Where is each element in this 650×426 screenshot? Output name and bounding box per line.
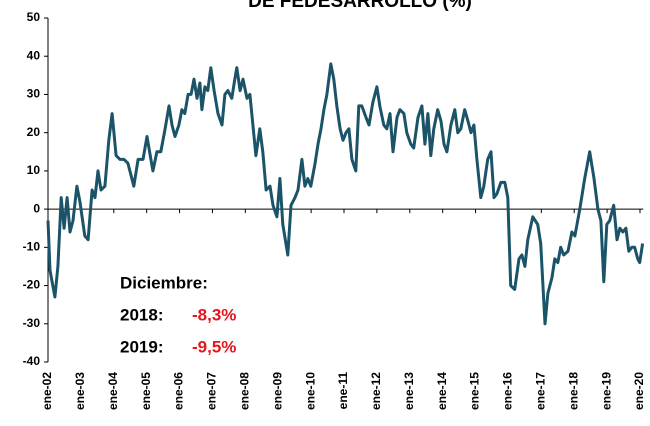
y-tick-label: -20 xyxy=(23,278,41,292)
x-tick-label: ene-09 xyxy=(270,372,284,410)
x-tick-label: ene-05 xyxy=(139,372,153,410)
x-tick-label: ene-03 xyxy=(73,372,87,410)
x-tick-label: ene-06 xyxy=(172,372,186,410)
annotation-value: -9,5% xyxy=(192,337,236,356)
x-tick-label: ene-08 xyxy=(238,372,252,410)
x-tick-label: ene-16 xyxy=(501,372,515,410)
x-tick-label: ene-11 xyxy=(336,372,350,410)
annotation-heading: Diciembre: xyxy=(120,273,208,292)
y-tick-label: 50 xyxy=(27,10,41,24)
x-tick-label: ene-02 xyxy=(40,372,54,410)
y-tick-label: 30 xyxy=(27,87,41,101)
x-tick-label: ene-18 xyxy=(566,372,580,410)
x-tick-label: ene-04 xyxy=(106,372,120,410)
chart-title: DE FEDESARROLLO (%) xyxy=(248,0,472,12)
data-line xyxy=(46,62,645,326)
y-tick-label: 0 xyxy=(33,201,40,215)
y-tick-label: 10 xyxy=(27,163,41,177)
annotation-value: -8,3% xyxy=(192,305,236,324)
y-tick-label: 20 xyxy=(27,125,41,139)
x-tick-label: ene-15 xyxy=(468,372,482,410)
x-tick-label: ene-10 xyxy=(303,372,317,410)
y-tick-label: 40 xyxy=(27,48,41,62)
annotation-label: 2019: xyxy=(120,337,163,356)
annotation-label: 2018: xyxy=(120,305,163,324)
x-tick-label: ene-13 xyxy=(402,372,416,410)
x-tick-label: ene-12 xyxy=(369,372,383,410)
x-tick-label: ene-14 xyxy=(435,372,449,410)
y-tick-label: -30 xyxy=(23,316,41,330)
y-tick-label: -40 xyxy=(23,354,41,368)
x-tick-label: ene-07 xyxy=(205,372,219,410)
x-tick-label: ene-19 xyxy=(599,372,613,410)
x-tick-label: ene-17 xyxy=(534,372,548,410)
x-tick-label: ene-20 xyxy=(632,372,646,410)
y-tick-label: -10 xyxy=(23,240,41,254)
